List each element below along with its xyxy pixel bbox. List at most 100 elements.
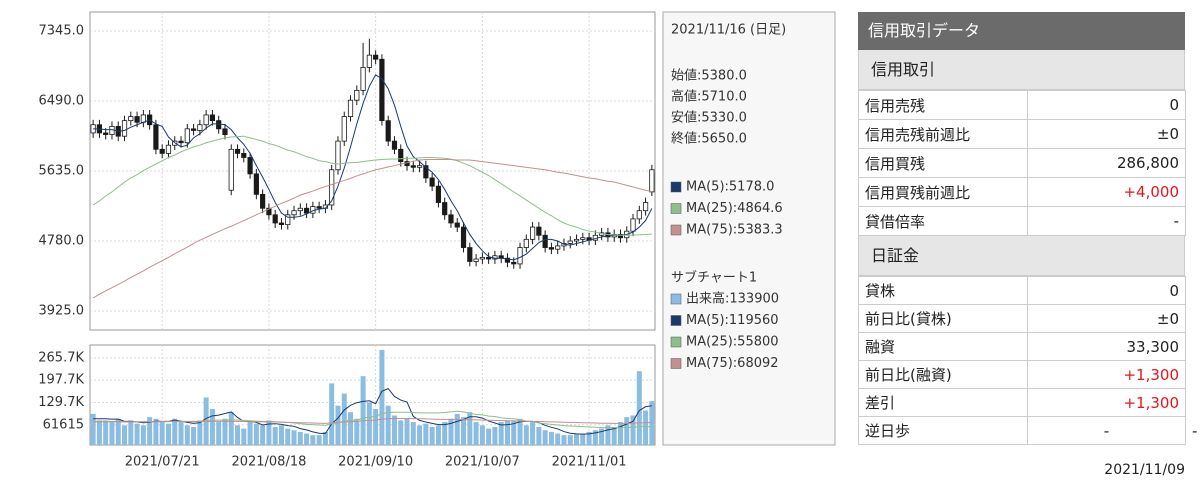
x-tick-label: 2021/09/10 (338, 455, 413, 470)
y-tick-label: 61615 (43, 417, 84, 432)
row-label: 前日比(貸株) (858, 304, 1028, 333)
volume-bar (592, 430, 598, 445)
candle-body (278, 222, 285, 226)
section-title: 日証金 (858, 236, 1185, 276)
row-value: ±0 (1027, 304, 1186, 333)
row-value: 33,300 (1027, 332, 1186, 361)
table-row: 逆日歩 - - (858, 416, 1197, 445)
volume-bar (178, 422, 184, 445)
candle-body (203, 114, 209, 126)
candle-body (216, 120, 222, 130)
candle-body (486, 256, 492, 260)
table-row: 信用買残 286,800 (858, 148, 1186, 178)
legend-label: MA(25):4864.6 (686, 201, 783, 216)
legend-swatch (670, 224, 682, 236)
row-value: +4,000 (1027, 177, 1186, 207)
volume-bar (253, 423, 259, 445)
info-panel (662, 11, 836, 446)
candle-body (649, 169, 655, 193)
volume-bar (153, 418, 159, 445)
volume-bar (310, 435, 316, 445)
legend-label: 出来高:133900 (686, 291, 779, 307)
volume-bar (473, 422, 479, 445)
row-label: 信用売残 (858, 90, 1028, 120)
volume-bar (586, 431, 592, 445)
volume-bar (304, 433, 310, 445)
candle-body (548, 247, 555, 250)
legend-label: MA(5):119560 (686, 313, 779, 328)
row-label: 信用買残 (858, 148, 1028, 178)
volume-bar (517, 418, 523, 445)
candle-body (573, 238, 580, 242)
volume-bar (122, 425, 128, 445)
subchart-title: サブチャート1 (671, 270, 757, 286)
candle-body (460, 226, 467, 248)
volume-bar (228, 412, 234, 445)
ma-line (93, 388, 652, 435)
table-date: 2021/11/09 (1104, 462, 1185, 478)
row-label: 融資 (858, 332, 1028, 361)
volume-bar (241, 428, 247, 445)
candle-body (448, 214, 454, 224)
volume-bar (636, 371, 642, 445)
ma-line (92, 159, 652, 299)
volume-bar (561, 435, 567, 445)
table-row: 前日比(融資) +1,300 (858, 360, 1186, 389)
volume-bar (523, 425, 529, 445)
volume-bar (429, 426, 435, 445)
candle-body (178, 140, 184, 144)
volume-bar (222, 418, 228, 445)
candle-body (222, 128, 228, 135)
volume-bar (504, 420, 510, 445)
candle-body (529, 226, 536, 240)
volume-bar (624, 417, 630, 445)
section-table: 貸株 0 前日比(貸株) ±0 融資 33,300 前日比(融資) +1,300 差引 +1,30… (858, 276, 1197, 445)
volume-bar (404, 418, 410, 445)
volume-bar (329, 383, 335, 445)
candle-body (479, 256, 485, 260)
table-row: 貸借倍率 - (858, 206, 1186, 236)
table-row: 信用売残前週比 ±0 (858, 119, 1186, 149)
volume-bar (511, 420, 517, 445)
candle-body (511, 261, 517, 265)
volume-bar (630, 415, 636, 445)
x-tick-label: 2021/07/21 (125, 455, 200, 470)
info-close: 終値:5650.0 (671, 131, 747, 147)
y-tick-label: 6490.0 (39, 93, 85, 108)
y-tick-label: 3925.0 (39, 304, 85, 319)
volume-bar (109, 422, 115, 445)
candle-body (467, 247, 473, 262)
volume-bar (266, 420, 272, 445)
volume-bar (165, 423, 171, 445)
candle-body (228, 148, 234, 191)
legend-swatch (670, 358, 682, 369)
volume-bar (297, 431, 303, 445)
candle-body (379, 58, 385, 122)
volume-bar (341, 393, 347, 445)
volume-bar (379, 349, 385, 445)
section-table: 信用売残 0 信用売残前週比 ±0 信用買残 286,800 信用買残前週比 +4,000 貸借… (858, 90, 1186, 236)
candle-body (354, 89, 360, 101)
candle-body (555, 245, 561, 250)
candle-body (165, 144, 172, 154)
volume-bar (140, 425, 146, 445)
x-tick-label: 2021/11/01 (552, 455, 627, 470)
candle-body (523, 238, 529, 248)
candle-body (329, 169, 335, 206)
volume-bar (461, 417, 467, 445)
volume-bar (448, 418, 454, 445)
candle-body (454, 222, 460, 228)
volume-bar (555, 433, 561, 445)
volume-bar (291, 430, 297, 445)
volume-bar (643, 410, 649, 445)
candle-body (542, 234, 548, 248)
volume-bar (479, 425, 485, 445)
candle-body (636, 210, 642, 220)
legend-swatch (670, 181, 682, 193)
candle-body (385, 120, 391, 142)
row-label: 信用売残前週比 (858, 119, 1028, 149)
volume-bar (128, 420, 134, 445)
volume-bar (385, 405, 391, 445)
volume-bar (134, 423, 140, 445)
